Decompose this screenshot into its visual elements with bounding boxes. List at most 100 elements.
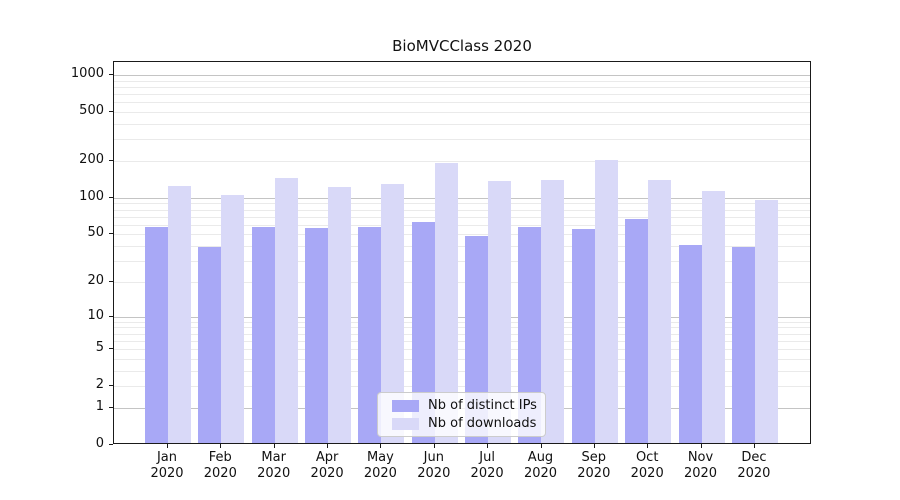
- x-tick-year: 2020: [417, 466, 451, 481]
- x-tick-label: May 2020: [348, 450, 412, 482]
- x-tick-year: 2020: [523, 466, 558, 481]
- x-tick-month: May: [366, 450, 394, 465]
- y-tick-mark: [109, 348, 113, 349]
- bar-distinct-ips: [625, 219, 649, 443]
- y-tick-mark: [109, 315, 113, 317]
- x-tick-mark: [273, 444, 275, 448]
- y-tick-label: 200: [79, 151, 104, 167]
- gridline: [114, 370, 810, 372]
- x-tick-month: Apr: [315, 450, 339, 465]
- bar-distinct-ips: [411, 222, 435, 443]
- plot-area: [113, 61, 811, 444]
- gridline: [114, 209, 810, 211]
- bar-downloads: [274, 178, 298, 443]
- legend-swatch-downloads: [392, 417, 419, 430]
- bar-distinct-ips: [198, 246, 222, 443]
- x-tick-mark: [700, 444, 702, 448]
- legend-label-downloads: Nb of downloads: [428, 416, 537, 431]
- x-tick-mark: [380, 444, 382, 448]
- y-tick-mark: [109, 385, 113, 387]
- legend-swatch-distinct-ips: [392, 399, 419, 412]
- y-tick-label: 10: [87, 307, 104, 323]
- gridline: [114, 80, 810, 82]
- y-tick-label: 500: [79, 103, 104, 119]
- gridline: [114, 203, 810, 205]
- x-tick-label: Aug 2020: [509, 450, 573, 482]
- x-tick-year: 2020: [363, 466, 397, 481]
- bar-downloads: [488, 180, 512, 443]
- legend-label-distinct-ips: Nb of distinct IPs: [428, 398, 537, 413]
- gridline: [114, 86, 810, 88]
- x-tick-month: Jun: [423, 450, 444, 465]
- x-tick-month: Dec: [741, 450, 767, 465]
- y-tick-label: 0: [95, 436, 104, 451]
- bar-distinct-ips: [465, 235, 489, 443]
- x-tick-year: 2020: [683, 466, 718, 481]
- bar-downloads: [701, 190, 725, 443]
- bar-distinct-ips: [678, 245, 702, 443]
- gridline: [114, 139, 810, 141]
- x-tick-year: 2020: [150, 466, 184, 481]
- x-tick-mark: [487, 444, 489, 448]
- gridlines-layer: [114, 62, 810, 443]
- x-tick-year: 2020: [737, 466, 771, 481]
- bar-downloads: [594, 160, 618, 443]
- legend: Nb of distinct IPs Nb of downloads: [377, 392, 546, 437]
- x-tick-month: Nov: [687, 450, 714, 465]
- gridline: [114, 321, 810, 323]
- x-tick-mark: [327, 444, 329, 448]
- gridline: [114, 224, 810, 226]
- y-tick-mark: [109, 111, 113, 113]
- gridline: [114, 216, 810, 218]
- y-tick-label: 2: [95, 377, 104, 393]
- bar-downloads: [168, 185, 191, 443]
- gridline: [114, 261, 810, 263]
- x-tick-year: 2020: [577, 466, 611, 481]
- bar-downloads: [648, 180, 672, 443]
- bar-downloads: [434, 162, 458, 443]
- gridline: [114, 102, 810, 104]
- x-tick-year: 2020: [470, 466, 504, 481]
- legend-item-downloads: Nb of downloads: [392, 416, 545, 431]
- gridline: [114, 94, 810, 96]
- x-tick-month: Jan: [156, 450, 178, 465]
- gridline: [114, 161, 810, 162]
- x-tick-label: Feb 2020: [188, 450, 252, 482]
- bar-downloads: [754, 200, 778, 443]
- y-tick-label: 20: [87, 272, 104, 288]
- y-tick-mark: [109, 74, 113, 75]
- gridline: [114, 358, 810, 360]
- x-tick-mark: [540, 444, 542, 448]
- gridline: [114, 333, 810, 335]
- bar-downloads: [381, 183, 405, 443]
- gridline: [114, 327, 810, 329]
- x-tick-mark: [220, 444, 222, 448]
- bar-downloads: [328, 186, 352, 443]
- x-tick-month: Aug: [527, 450, 554, 465]
- bar-distinct-ips: [518, 227, 542, 443]
- y-tick-label: 1000: [70, 65, 104, 81]
- bar-downloads: [221, 195, 245, 443]
- y-tick-mark: [109, 280, 113, 282]
- x-tick-label: Sep 2020: [562, 450, 626, 482]
- x-tick-mark: [593, 444, 595, 448]
- bar-distinct-ips: [731, 246, 755, 443]
- gridline: [114, 281, 810, 283]
- x-tick-year: 2020: [310, 466, 344, 481]
- gridline: [114, 246, 810, 248]
- gridline: [114, 112, 810, 114]
- chart-title: BioMVCClass 2020: [392, 37, 532, 55]
- gridline: [114, 386, 810, 388]
- y-tick-mark: [109, 233, 113, 235]
- x-tick-label: Jul 2020: [455, 450, 519, 482]
- y-tick-label: 5: [95, 340, 104, 356]
- gridline: [114, 234, 810, 236]
- x-tick-year: 2020: [257, 466, 291, 481]
- x-tick-mark: [753, 444, 755, 448]
- legend-item-distinct-ips: Nb of distinct IPs: [392, 398, 545, 413]
- x-tick-label: Jan 2020: [135, 450, 199, 482]
- gridline: [114, 124, 810, 125]
- x-tick-label: Nov 2020: [669, 450, 733, 482]
- bar-distinct-ips: [571, 229, 595, 443]
- y-tick-label: 50: [87, 225, 104, 241]
